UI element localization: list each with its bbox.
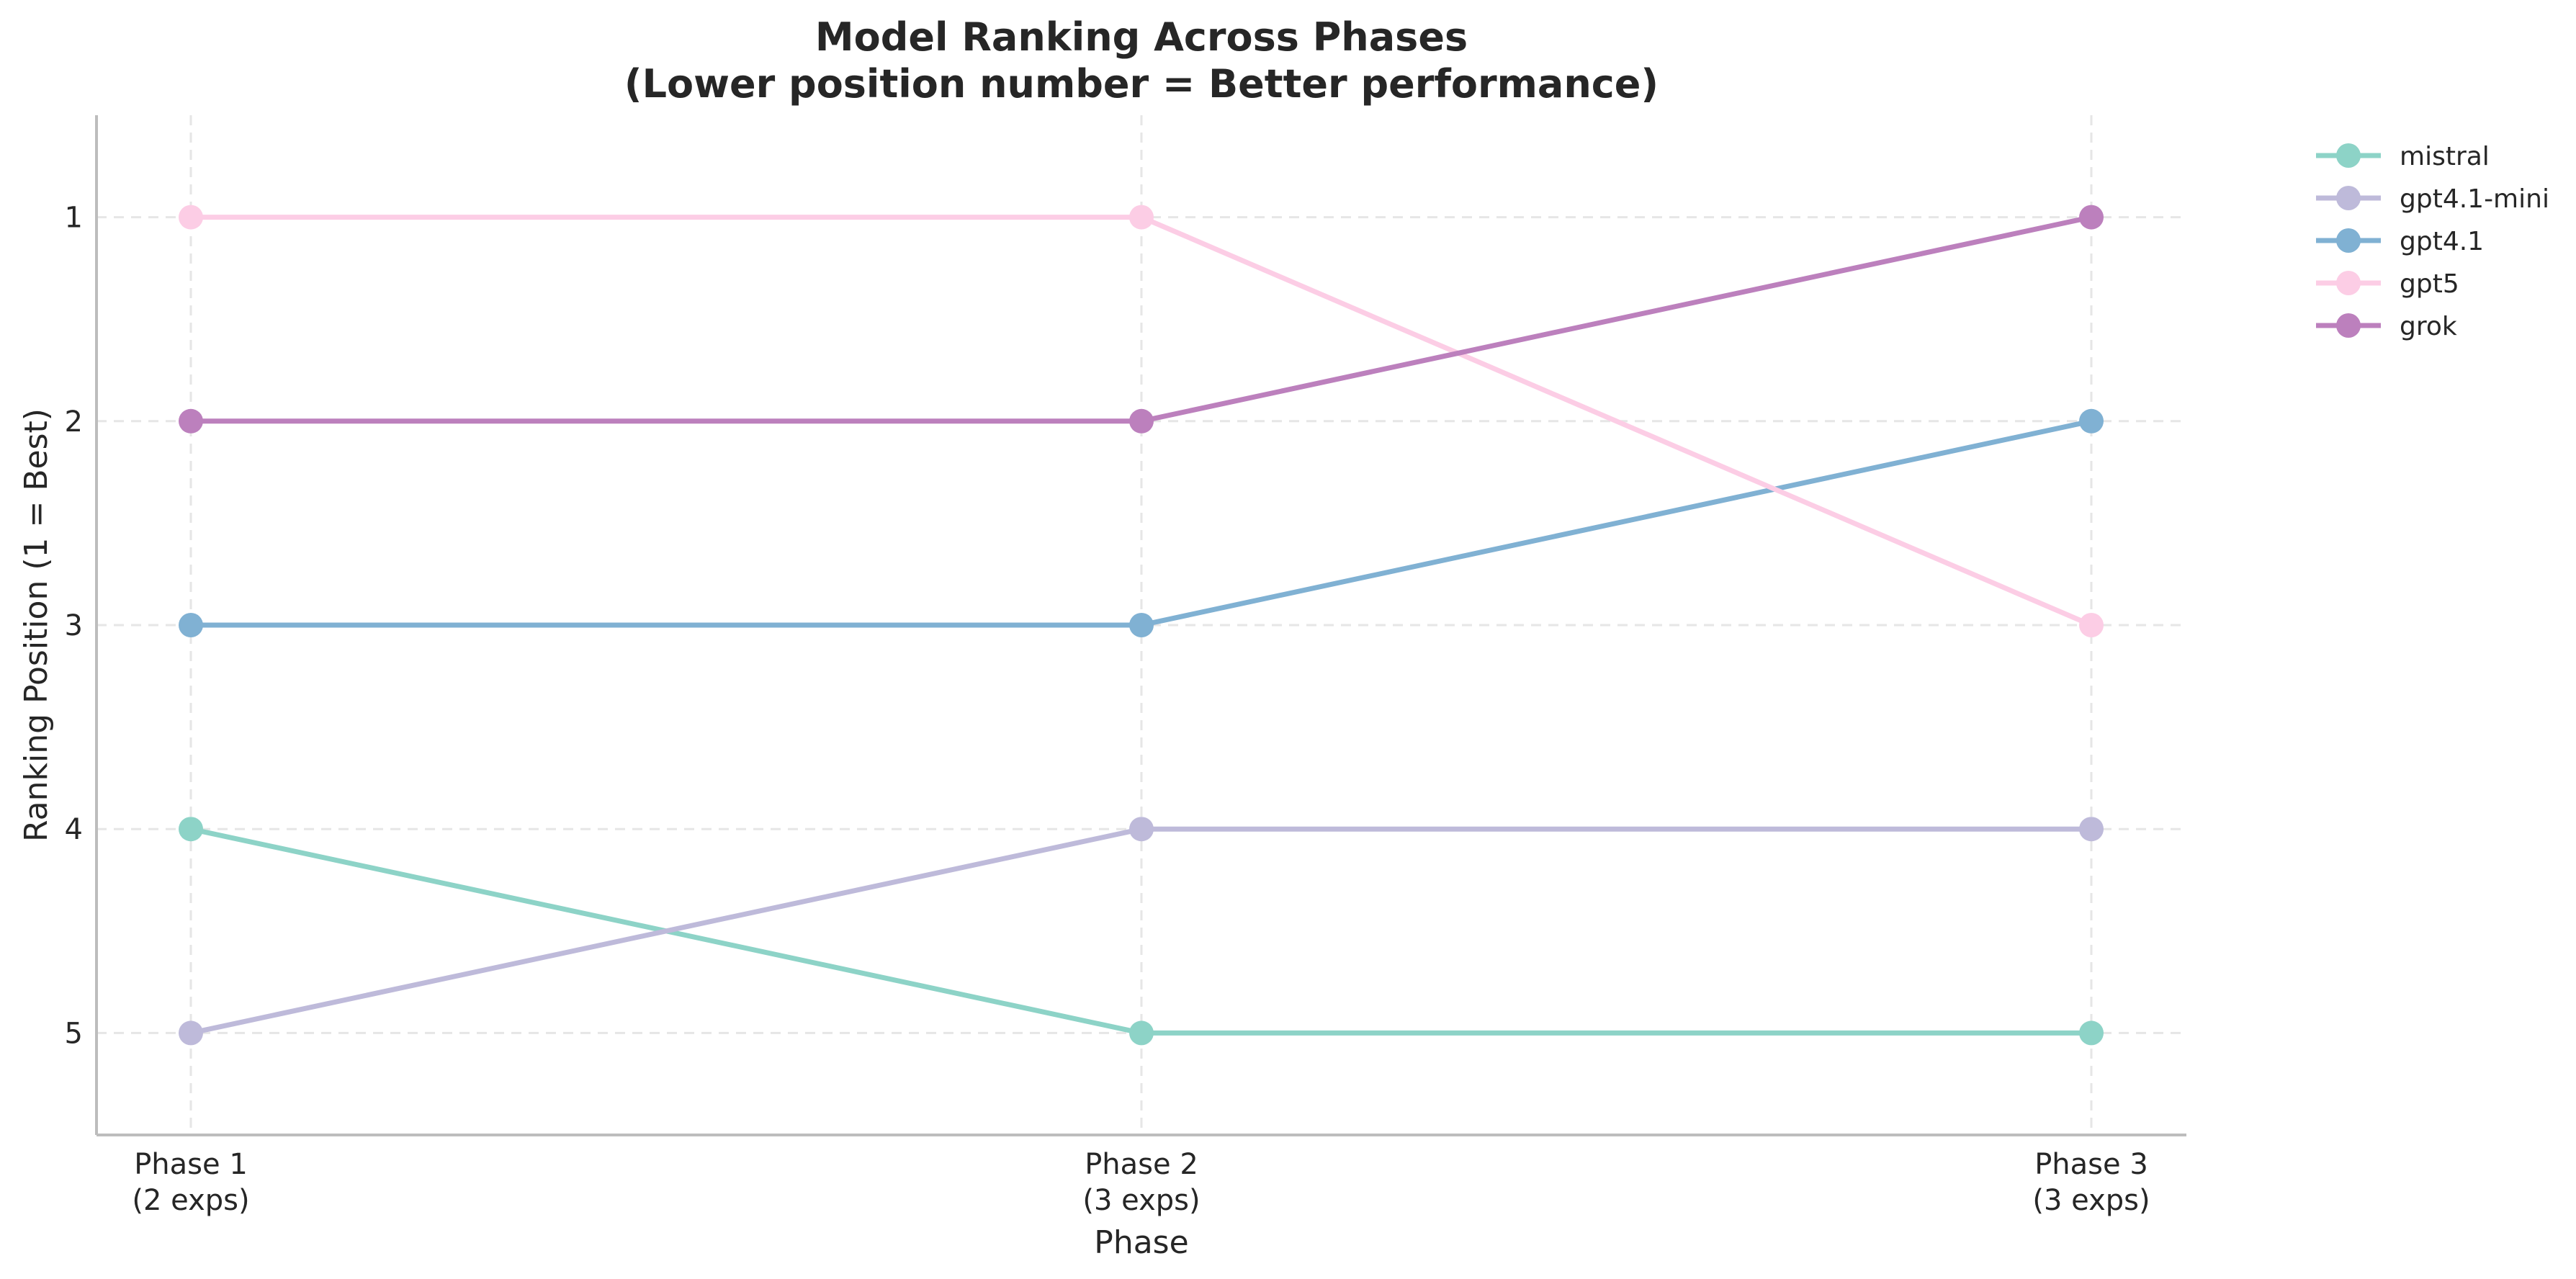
y-tick-label: 2 xyxy=(65,405,83,439)
legend-marker xyxy=(2336,186,2361,210)
data-point xyxy=(2079,408,2104,434)
data-point xyxy=(1129,408,1154,434)
data-point xyxy=(1129,1020,1154,1046)
data-point xyxy=(179,613,203,637)
axes-spines xyxy=(95,115,2186,1136)
y-tick-label: 4 xyxy=(65,813,83,846)
chart-title-line-2: (Lower position number = Better performa… xyxy=(624,61,1659,107)
y-tick-label: 1 xyxy=(65,202,83,235)
series-gpt4.1-mini xyxy=(179,817,2104,1046)
x-tick-label: (2 exps) xyxy=(132,1184,249,1217)
x-tick-label: Phase 2 xyxy=(1085,1148,1198,1181)
chart-title: Model Ranking Across Phases (Lower posit… xyxy=(624,14,1659,107)
legend-item-gpt4.1: gpt4.1 xyxy=(2316,227,2484,256)
x-tick-labels: Phase 1(2 exps)Phase 2(3 exps)Phase 3(3 … xyxy=(132,1148,2150,1217)
legend-marker xyxy=(2336,143,2361,168)
x-tick-label: (3 exps) xyxy=(1082,1184,1200,1217)
y-tick-labels: 1 2 3 4 5 xyxy=(65,202,83,1051)
data-point xyxy=(1129,205,1154,230)
y-axis-label: Ranking Position (1 = Best) xyxy=(18,408,55,842)
x-tick-label: Phase 3 xyxy=(2034,1148,2148,1181)
legend-label: grok xyxy=(2400,312,2457,341)
legend-item-gpt5: gpt5 xyxy=(2316,269,2459,299)
series-lines xyxy=(179,205,2104,1046)
y-tick-label: 3 xyxy=(65,609,83,642)
data-point xyxy=(179,205,203,230)
legend-item-gpt4.1-mini: gpt4.1-mini xyxy=(2316,184,2549,214)
legend-marker xyxy=(2336,313,2361,338)
series-grok xyxy=(179,205,2104,434)
data-point xyxy=(179,817,203,842)
legend-item-mistral: mistral xyxy=(2316,142,2490,171)
legend-label: gpt4.1-mini xyxy=(2400,184,2549,214)
y-tick-label: 5 xyxy=(65,1017,83,1050)
data-point xyxy=(1129,613,1154,637)
series-line xyxy=(188,215,2094,424)
data-point xyxy=(2079,613,2104,637)
chart-title-line-1: Model Ranking Across Phases xyxy=(815,14,1468,60)
x-axis-label: Phase xyxy=(1094,1224,1188,1261)
legend-label: mistral xyxy=(2400,142,2490,171)
data-point xyxy=(1129,817,1154,842)
x-tick-label: Phase 1 xyxy=(134,1148,248,1181)
data-point xyxy=(179,408,203,434)
series-mistral xyxy=(179,817,2104,1046)
data-point xyxy=(2079,205,2104,230)
data-point xyxy=(2079,817,2104,842)
legend-marker xyxy=(2336,271,2361,295)
legend-item-grok: grok xyxy=(2316,312,2457,341)
legend-label: gpt4.1 xyxy=(2400,227,2484,256)
legend: mistral gpt4.1-mini gpt4.1 gpt5 grok xyxy=(2316,142,2549,341)
x-tick-label: (3 exps) xyxy=(2032,1184,2150,1217)
series-gpt5 xyxy=(179,205,2104,637)
legend-label: gpt5 xyxy=(2400,269,2459,299)
data-point xyxy=(2079,1020,2104,1046)
data-point xyxy=(179,1020,203,1046)
legend-marker xyxy=(2336,228,2361,253)
